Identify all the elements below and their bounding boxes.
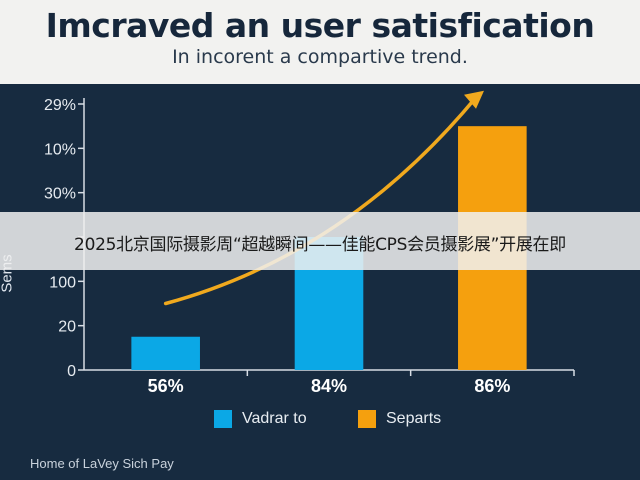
trend-arrow-head-icon (464, 90, 484, 109)
legend-item-orange: Separts (358, 410, 441, 428)
y-tick-label: 100 (49, 274, 76, 291)
y-tick-label: 30% (44, 186, 76, 203)
x-tick-label: 84% (311, 376, 347, 396)
y-tick-label: 29% (44, 97, 76, 114)
footer-text: Home of LaVey Sich Pay (30, 456, 174, 471)
x-tick-label: 56% (148, 376, 184, 396)
chart-subtitle: In incorent a compartive trend. (172, 46, 468, 68)
legend-item-blue: Vadrar to (214, 410, 307, 428)
y-tick-label: 0 (67, 363, 76, 380)
banner-text: 2025北京国际摄影周“超越瞬间——佳能CPS会员摄影展”开展在即 (74, 235, 566, 255)
legend-label-blue: Vadrar to (242, 410, 307, 427)
legend: Vadrar to Separts (0, 410, 640, 434)
bar (131, 336, 200, 370)
y-tick-label: 20 (58, 319, 76, 336)
y-tick-label: 10% (44, 141, 76, 158)
legend-swatch-blue (214, 410, 232, 428)
legend-label-orange: Separts (386, 410, 442, 427)
chart-title: Imcraved an user satisfication (45, 6, 595, 45)
x-tick-label: 86% (474, 376, 510, 396)
legend-swatch-orange (358, 410, 376, 428)
title-panel: Imcraved an user satisfication In incore… (0, 0, 640, 84)
overlay-banner: 2025北京国际摄影周“超越瞬间——佳能CPS会员摄影展”开展在即 (0, 212, 640, 270)
